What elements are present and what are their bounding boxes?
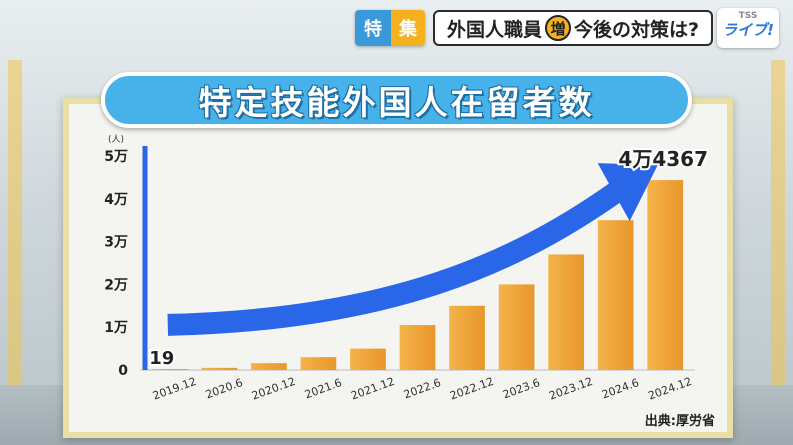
x-tick-label: 2023.12 bbox=[547, 375, 594, 403]
trend-arrow-shaft bbox=[167, 176, 633, 336]
chart-title: 特定技能外国人在留者数 bbox=[198, 83, 595, 122]
headline-part-2: 今後の対策は? bbox=[574, 18, 700, 41]
feature-badge-right: 集 bbox=[391, 10, 425, 46]
x-tick-label: 2021.6 bbox=[303, 376, 344, 401]
trend-arrow-head bbox=[597, 163, 658, 222]
chart-title-plate: 特定技能外国人在留者数 bbox=[101, 72, 692, 128]
studio-pillar bbox=[771, 60, 785, 390]
feature-badge: 特 集 bbox=[355, 10, 425, 46]
y-unit-label: (人) bbox=[108, 134, 124, 145]
station-logo: TSS ライブ! bbox=[717, 8, 779, 48]
logo-line-1: TSS bbox=[738, 11, 758, 21]
bar-2019.12 bbox=[151, 369, 188, 370]
y-tick-label: 0 bbox=[118, 363, 128, 379]
x-tick-label: 2024.12 bbox=[646, 375, 693, 403]
y-tick-label: 4万 bbox=[104, 192, 128, 208]
y-tick-label: 2万 bbox=[104, 277, 128, 293]
y-tick-label: 1万 bbox=[104, 320, 128, 336]
bar-2024.6 bbox=[597, 220, 634, 370]
bar-2022.6 bbox=[399, 325, 436, 370]
bar-2023.12 bbox=[548, 254, 584, 370]
x-tick-label: 2022.12 bbox=[448, 375, 495, 403]
data-label: 19 bbox=[149, 348, 174, 369]
y-tick-label: 5万 bbox=[104, 149, 128, 165]
headline-increase-tag: 増 bbox=[545, 15, 572, 41]
bar-2023.6 bbox=[498, 284, 535, 370]
x-tick-label: 2021.12 bbox=[349, 375, 396, 403]
data-label: 4万4367 bbox=[618, 147, 708, 171]
x-tick-label: 2022.6 bbox=[402, 376, 443, 401]
headline-part-1: 外国人職員 bbox=[447, 18, 543, 41]
y-tick-label: 3万 bbox=[104, 235, 128, 251]
bar-2021.6 bbox=[300, 357, 337, 370]
trend-arrow bbox=[167, 163, 658, 336]
x-tick-label: 2020.12 bbox=[250, 375, 297, 403]
x-tick-label: 2024.6 bbox=[600, 376, 641, 401]
x-tick-label: 2020.6 bbox=[204, 376, 245, 401]
news-ticker: 特 集 外国人職員 増 今後の対策は? bbox=[355, 10, 714, 46]
bar-2024.12 bbox=[647, 180, 684, 370]
bar-2020.6 bbox=[201, 367, 238, 370]
ticker-headline: 外国人職員 増 今後の対策は? bbox=[433, 10, 714, 46]
logo-line-2: ライブ! bbox=[722, 21, 774, 39]
feature-badge-left: 特 bbox=[355, 10, 391, 46]
bar-2021.12 bbox=[350, 348, 386, 370]
studio-pillar bbox=[8, 60, 22, 390]
chart-bars bbox=[151, 180, 684, 370]
x-tick-label: 2023.6 bbox=[501, 376, 542, 401]
bar-2022.12 bbox=[449, 305, 485, 370]
bar-2020.12 bbox=[251, 363, 287, 370]
x-tick-label: 2019.12 bbox=[151, 375, 198, 403]
chart-source: 出典:厚労省 bbox=[644, 414, 715, 429]
